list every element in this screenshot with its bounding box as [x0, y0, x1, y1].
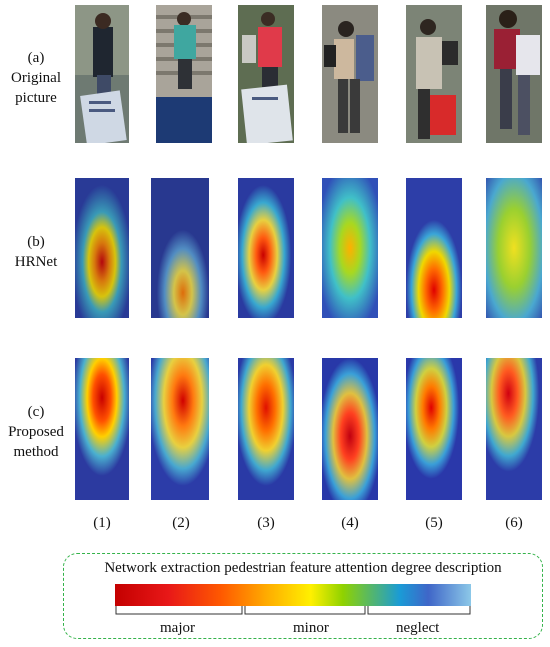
hrnet-heatmap-3: [238, 178, 294, 318]
row-label-original: (a) Original picture: [0, 48, 72, 108]
column-label-1: (1): [93, 515, 111, 531]
legend-label-neglect: neglect: [396, 620, 440, 636]
row-label-line: Original: [11, 70, 61, 86]
row-label-line: HRNet: [14, 254, 58, 270]
attention-colorbar: [115, 584, 471, 606]
proposed-heatmap-6: [486, 358, 542, 500]
original-image-6: [486, 5, 542, 143]
hrnet-heatmap-2: [151, 178, 209, 318]
row-label-line: method: [13, 444, 59, 460]
column-label-3: (3): [257, 515, 275, 531]
legend-label-major: major: [160, 620, 195, 636]
original-image-5: [406, 5, 462, 143]
row-label-line: Proposed: [8, 424, 64, 440]
row-label-proposed: (c) Proposed method: [0, 402, 72, 462]
column-label-6: (6): [505, 515, 523, 531]
row-label-line: (b): [27, 234, 45, 250]
major-range-bracket: [115, 606, 243, 615]
proposed-heatmap-5: [406, 358, 462, 500]
original-image-4: [322, 5, 378, 143]
original-image-3: [238, 5, 294, 143]
column-label-2: (2): [172, 515, 190, 531]
column-label-5: (5): [425, 515, 443, 531]
hrnet-heatmap-1: [75, 178, 129, 318]
hrnet-heatmap-5: [406, 178, 462, 318]
proposed-heatmap-2: [151, 358, 209, 500]
legend-title: Network extraction pedestrian feature at…: [104, 560, 502, 576]
hrnet-heatmap-6: [486, 178, 542, 318]
hrnet-heatmap-4: [322, 178, 378, 318]
column-label-4: (4): [341, 515, 359, 531]
row-label-line: (a): [27, 50, 45, 66]
attention-legend: Network extraction pedestrian feature at…: [63, 553, 543, 639]
row-label-line: picture: [15, 90, 57, 106]
neglect-range-bracket: [367, 606, 471, 615]
legend-label-minor: minor: [293, 620, 329, 636]
original-image-2: [156, 5, 212, 143]
proposed-heatmap-1: [75, 358, 129, 500]
row-label-line: (c): [27, 404, 45, 420]
row-label-hrnet: (b) HRNet: [0, 232, 72, 272]
proposed-heatmap-3: [238, 358, 294, 500]
original-image-1: [75, 5, 129, 143]
minor-range-bracket: [244, 606, 366, 615]
proposed-heatmap-4: [322, 358, 378, 500]
